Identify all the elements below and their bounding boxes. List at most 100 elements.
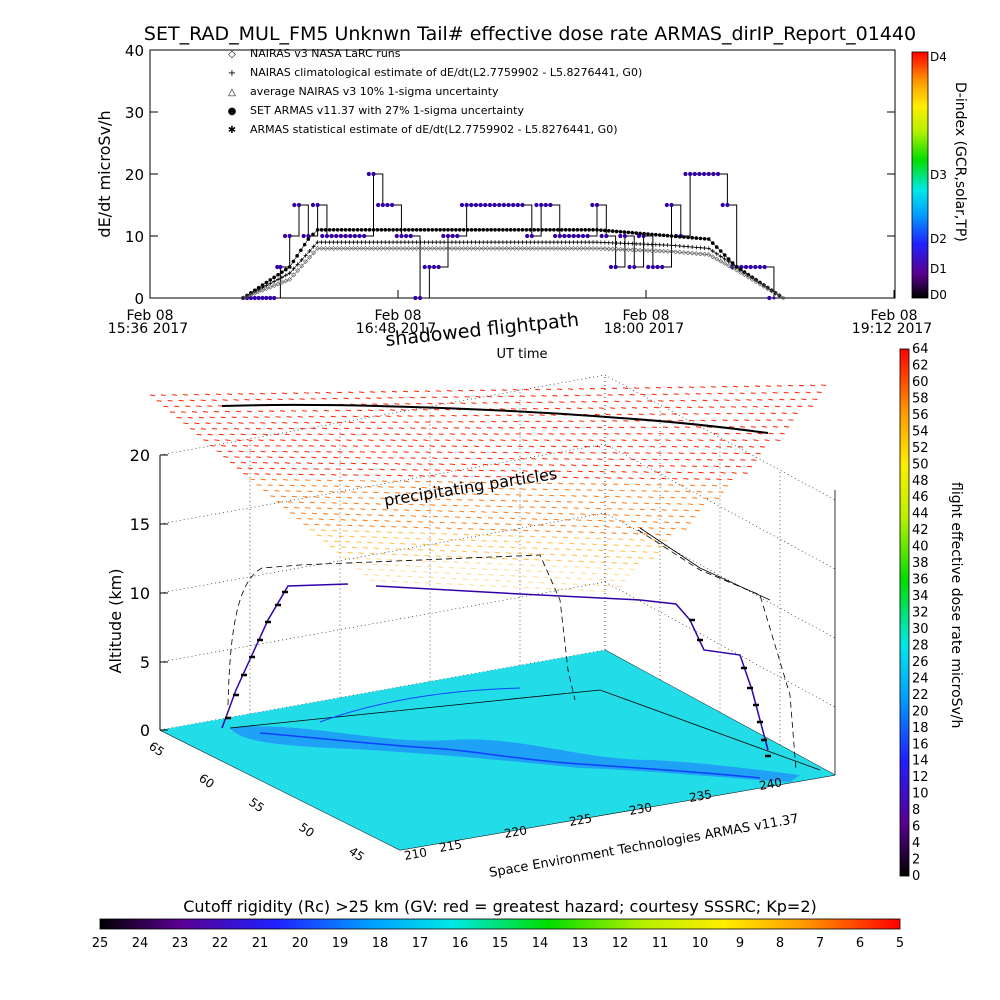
armas-stat-point bbox=[528, 228, 533, 232]
precip-dash bbox=[402, 526, 408, 528]
dose-tick-label: 58 bbox=[912, 391, 929, 406]
precip-dash bbox=[320, 529, 327, 531]
precip-dash bbox=[646, 514, 652, 517]
precip-dash bbox=[658, 432, 664, 435]
precip-dash bbox=[479, 584, 486, 587]
precip-dash bbox=[739, 426, 746, 428]
precip-dash bbox=[546, 451, 552, 454]
dose-tick-label: 22 bbox=[912, 688, 929, 703]
armas-series-end-point bbox=[772, 296, 776, 300]
precip-dash bbox=[620, 550, 626, 553]
top-y-tick-label: 10 bbox=[125, 228, 144, 246]
precip-dash bbox=[521, 408, 528, 410]
precip-dash bbox=[382, 564, 389, 566]
armas-point bbox=[580, 233, 586, 239]
precip-dash bbox=[469, 451, 475, 454]
nairas-run-point bbox=[422, 245, 427, 251]
precip-dash bbox=[536, 512, 542, 515]
nairas-clim-point bbox=[387, 240, 392, 245]
precip-dash bbox=[631, 550, 637, 553]
precip-dash bbox=[698, 471, 704, 474]
nairas-clim-point bbox=[567, 240, 572, 245]
precip-dash bbox=[342, 530, 349, 532]
precip-dash bbox=[476, 516, 483, 519]
precip-dash bbox=[331, 502, 337, 504]
precip-dash bbox=[441, 475, 447, 477]
legend-text: NAIRAS v3 NASA LaRC runs bbox=[250, 47, 401, 60]
precip-dash bbox=[652, 521, 659, 523]
precip-dash bbox=[348, 451, 354, 453]
precip-dash bbox=[430, 504, 436, 506]
precip-dash bbox=[369, 579, 376, 582]
dose-tick-label: 16 bbox=[912, 737, 929, 752]
precip-dash bbox=[649, 413, 655, 416]
precip-dash bbox=[315, 450, 321, 453]
nairas-clim-point bbox=[496, 240, 501, 245]
nairas-run-point bbox=[535, 245, 541, 251]
nairas-clim-point bbox=[516, 240, 521, 245]
armas-stat-point bbox=[306, 237, 311, 241]
precip-dash bbox=[366, 514, 373, 516]
precip-dash bbox=[386, 474, 392, 477]
precip-dash bbox=[543, 547, 549, 550]
precip-dash bbox=[689, 452, 695, 455]
precip-dash bbox=[635, 544, 641, 547]
armas-point bbox=[306, 233, 311, 239]
precip-dash bbox=[244, 398, 250, 401]
armas-stat-point bbox=[351, 228, 356, 232]
nairas-run-point bbox=[437, 245, 443, 251]
precip-dash bbox=[552, 426, 559, 429]
nairas-run-point bbox=[574, 245, 580, 251]
precip-dash bbox=[517, 580, 523, 583]
precip-dash bbox=[453, 396, 459, 398]
armas-stat-point bbox=[327, 228, 332, 232]
dindex-colorbar bbox=[911, 51, 929, 299]
armas-stat-point bbox=[359, 228, 364, 232]
precip-dash bbox=[392, 451, 398, 453]
dose-tick-label: 52 bbox=[912, 441, 929, 456]
precip-dash bbox=[586, 519, 593, 522]
precip-dash bbox=[702, 399, 708, 402]
precip-dash bbox=[343, 397, 349, 400]
nairas-clim-point bbox=[718, 254, 723, 259]
precip-dash bbox=[408, 474, 414, 477]
precip-dash bbox=[452, 504, 458, 507]
armas-point bbox=[483, 202, 488, 208]
armas-stat-point bbox=[583, 228, 588, 232]
precip-dash bbox=[417, 492, 423, 495]
precip-dash bbox=[766, 419, 772, 421]
precip-dash bbox=[552, 394, 558, 397]
armas-stat-point bbox=[383, 228, 388, 232]
nairas-clim-point bbox=[508, 240, 513, 245]
armas-point bbox=[413, 295, 418, 301]
dose-colorbar-label: flight effective dose rate microSv/h bbox=[948, 482, 964, 728]
precip-dash bbox=[277, 427, 284, 430]
precip-dash bbox=[542, 458, 548, 460]
precip-dash bbox=[765, 385, 772, 387]
precip-dash bbox=[560, 524, 566, 527]
precip-dash bbox=[713, 465, 720, 468]
precip-dash bbox=[350, 433, 356, 436]
precip-dash bbox=[322, 513, 329, 515]
precip-dash bbox=[380, 525, 386, 528]
dose-tick-label: 56 bbox=[912, 408, 929, 423]
precip-dash bbox=[269, 439, 275, 441]
nairas-clim-point bbox=[500, 240, 505, 245]
latitude-tick-label: 60 bbox=[196, 771, 217, 791]
nairas-clim-series-line bbox=[242, 241, 784, 299]
precip-dash bbox=[240, 433, 246, 436]
nairas-run-point bbox=[386, 245, 392, 251]
armas-point bbox=[711, 171, 716, 177]
precip-dash bbox=[574, 426, 581, 429]
precip-dash bbox=[410, 486, 416, 489]
armas-stat-point bbox=[587, 228, 591, 232]
precip-dash bbox=[740, 459, 746, 461]
precip-dash bbox=[289, 456, 295, 459]
nairas-run-point bbox=[279, 280, 285, 285]
precip-dash bbox=[251, 461, 258, 464]
armas-point bbox=[366, 171, 371, 177]
precip-dash bbox=[431, 560, 437, 563]
precip-dash bbox=[557, 451, 563, 454]
precip-dash bbox=[280, 439, 286, 441]
precip-dash bbox=[549, 524, 555, 527]
